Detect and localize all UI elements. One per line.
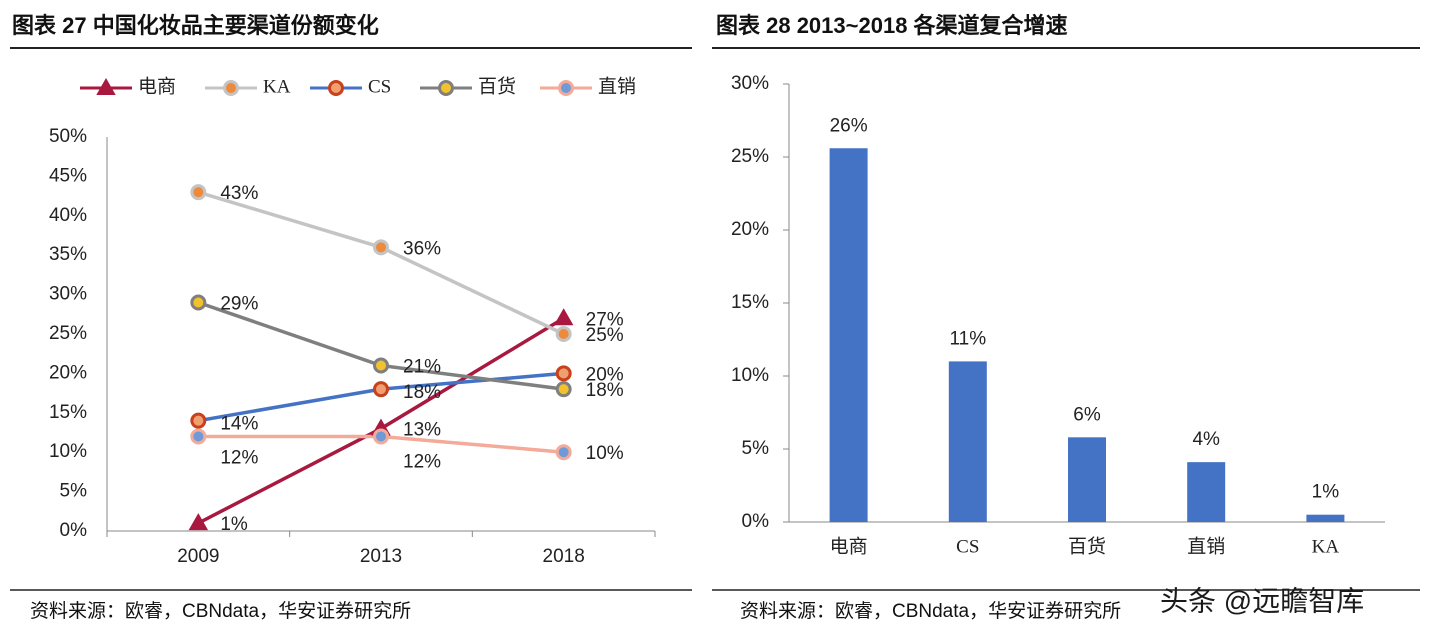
marker xyxy=(373,381,389,398)
y-tick-label: 10% xyxy=(731,365,769,386)
data-label: 14% xyxy=(220,414,258,435)
series-line xyxy=(197,300,564,391)
data-label: 1% xyxy=(220,514,248,535)
marker xyxy=(190,184,207,201)
y-tick-label: 45% xyxy=(49,165,87,186)
bar xyxy=(1068,437,1106,522)
marker xyxy=(555,444,572,461)
y-tick-label: 25% xyxy=(731,146,769,167)
y-tick-label: 30% xyxy=(49,284,87,305)
x-tick-label: 2013 xyxy=(360,546,402,567)
marker xyxy=(190,428,207,445)
y-tick-label: 15% xyxy=(49,402,87,423)
data-label: 29% xyxy=(220,293,258,314)
y-tick-label: 25% xyxy=(49,323,87,344)
data-label: 13% xyxy=(403,420,441,441)
y-tick-label: 50% xyxy=(49,126,87,147)
x-tick-label: 2009 xyxy=(177,546,219,567)
marker xyxy=(438,80,454,96)
marker xyxy=(555,381,572,398)
data-label: 12% xyxy=(220,447,258,468)
x-tick-label: CS xyxy=(956,536,979,557)
y-tick-label: 40% xyxy=(49,205,87,226)
marker xyxy=(373,357,389,374)
x-tick-label: KA xyxy=(1312,536,1340,557)
data-label: 12% xyxy=(403,451,441,472)
bar xyxy=(1187,462,1226,522)
data-label: 27% xyxy=(586,309,624,330)
data-label: 1% xyxy=(1312,482,1340,503)
data-label: 21% xyxy=(403,357,441,378)
watermark: 头条 @远瞻智库 xyxy=(1160,585,1364,616)
legend-label: 电商 xyxy=(138,75,176,97)
x-tick-label: 直销 xyxy=(1187,535,1225,557)
data-label: 18% xyxy=(586,380,624,401)
y-tick-label: 35% xyxy=(49,244,87,265)
bar xyxy=(829,148,868,523)
y-tick-label: 20% xyxy=(49,362,87,383)
legend-label: 百货 xyxy=(478,75,516,97)
chart-title: 图表 27 中国化妆品主要渠道份额变化 xyxy=(12,13,379,38)
bar xyxy=(1306,514,1345,522)
marker xyxy=(558,80,574,96)
y-tick-label: 0% xyxy=(742,511,770,532)
chart-title: 图表 28 2013~2018 各渠道复合增速 xyxy=(716,13,1068,38)
data-label: 20% xyxy=(586,364,624,385)
marker xyxy=(190,412,207,429)
marker xyxy=(328,80,344,96)
y-tick-label: 5% xyxy=(742,438,770,459)
bar xyxy=(948,361,987,522)
marker xyxy=(555,326,572,342)
data-label: 25% xyxy=(586,325,624,346)
y-tick-label: 20% xyxy=(731,219,769,240)
marker xyxy=(373,239,389,256)
y-tick-label: 15% xyxy=(731,292,769,313)
x-tick-label: 百货 xyxy=(1068,535,1106,557)
data-label: 26% xyxy=(830,115,868,136)
data-label: 36% xyxy=(403,238,441,259)
marker xyxy=(223,80,239,96)
data-label: 4% xyxy=(1192,429,1220,450)
data-label: 18% xyxy=(403,382,441,403)
y-tick-label: 10% xyxy=(49,441,87,462)
y-tick-label: 5% xyxy=(60,481,88,502)
data-label: 6% xyxy=(1073,404,1101,425)
data-label: 43% xyxy=(220,183,258,204)
marker xyxy=(188,513,209,531)
y-tick-label: 30% xyxy=(731,73,769,94)
marker xyxy=(373,428,389,445)
y-tick-label: 0% xyxy=(60,520,88,541)
source: 资料来源：欧睿，CBNdata，华安证券研究所 xyxy=(30,600,411,622)
data-label: 10% xyxy=(586,443,624,464)
legend-label: KA xyxy=(263,76,291,97)
legend-label: 直销 xyxy=(598,75,636,97)
data-label: 11% xyxy=(949,328,986,349)
marker xyxy=(190,294,207,311)
legend-label: CS xyxy=(368,76,391,97)
x-tick-label: 电商 xyxy=(830,535,868,557)
source: 资料来源：欧睿，CBNdata，华安证券研究所 xyxy=(740,600,1121,622)
marker xyxy=(555,365,572,382)
x-tick-label: 2018 xyxy=(543,546,585,567)
marker xyxy=(96,77,116,95)
marker xyxy=(553,308,574,326)
